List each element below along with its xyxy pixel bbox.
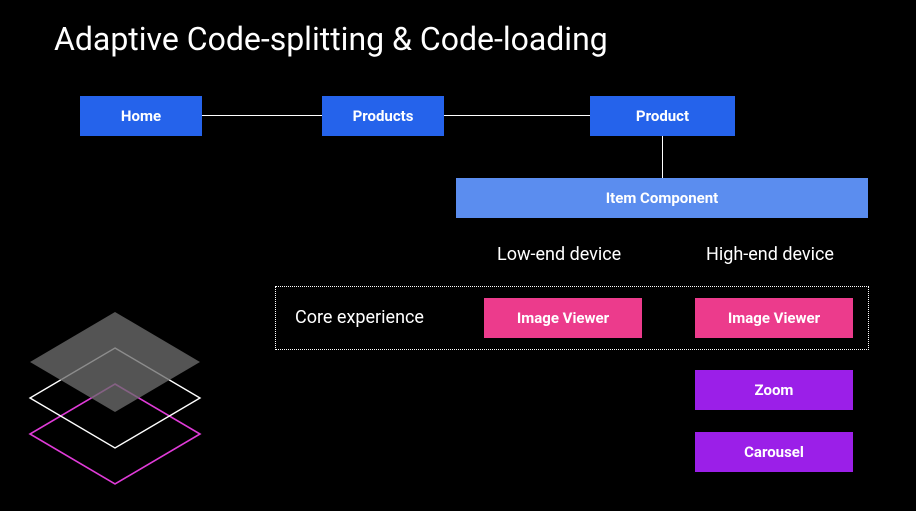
page-title: Adaptive Code-splitting & Code-loading	[54, 20, 608, 58]
node-products: Products	[322, 96, 444, 136]
node-zoom-label: Zoom	[755, 381, 794, 399]
node-high-image-viewer: Image Viewer	[695, 298, 853, 338]
node-item-component: Item Component	[456, 178, 868, 218]
label-low-end-device: Low-end device	[497, 244, 621, 265]
label-high-end-device: High-end device	[706, 244, 834, 265]
edge-home-products	[202, 115, 322, 116]
node-low-image-viewer-label: Image Viewer	[517, 309, 609, 327]
edge-products-product	[444, 115, 590, 116]
node-zoom: Zoom	[695, 370, 853, 410]
node-item-component-label: Item Component	[606, 189, 718, 207]
node-products-label: Products	[353, 107, 414, 125]
node-low-image-viewer: Image Viewer	[484, 298, 642, 338]
node-carousel-label: Carousel	[744, 443, 804, 461]
edge-product-item	[662, 136, 663, 178]
label-core-experience: Core experience	[295, 307, 424, 328]
node-high-image-viewer-label: Image Viewer	[728, 309, 820, 327]
node-product: Product	[590, 96, 735, 136]
node-carousel: Carousel	[695, 432, 853, 472]
layers-icon	[0, 275, 230, 505]
node-home-label: Home	[121, 107, 161, 125]
node-product-label: Product	[636, 107, 689, 125]
node-home: Home	[80, 96, 202, 136]
